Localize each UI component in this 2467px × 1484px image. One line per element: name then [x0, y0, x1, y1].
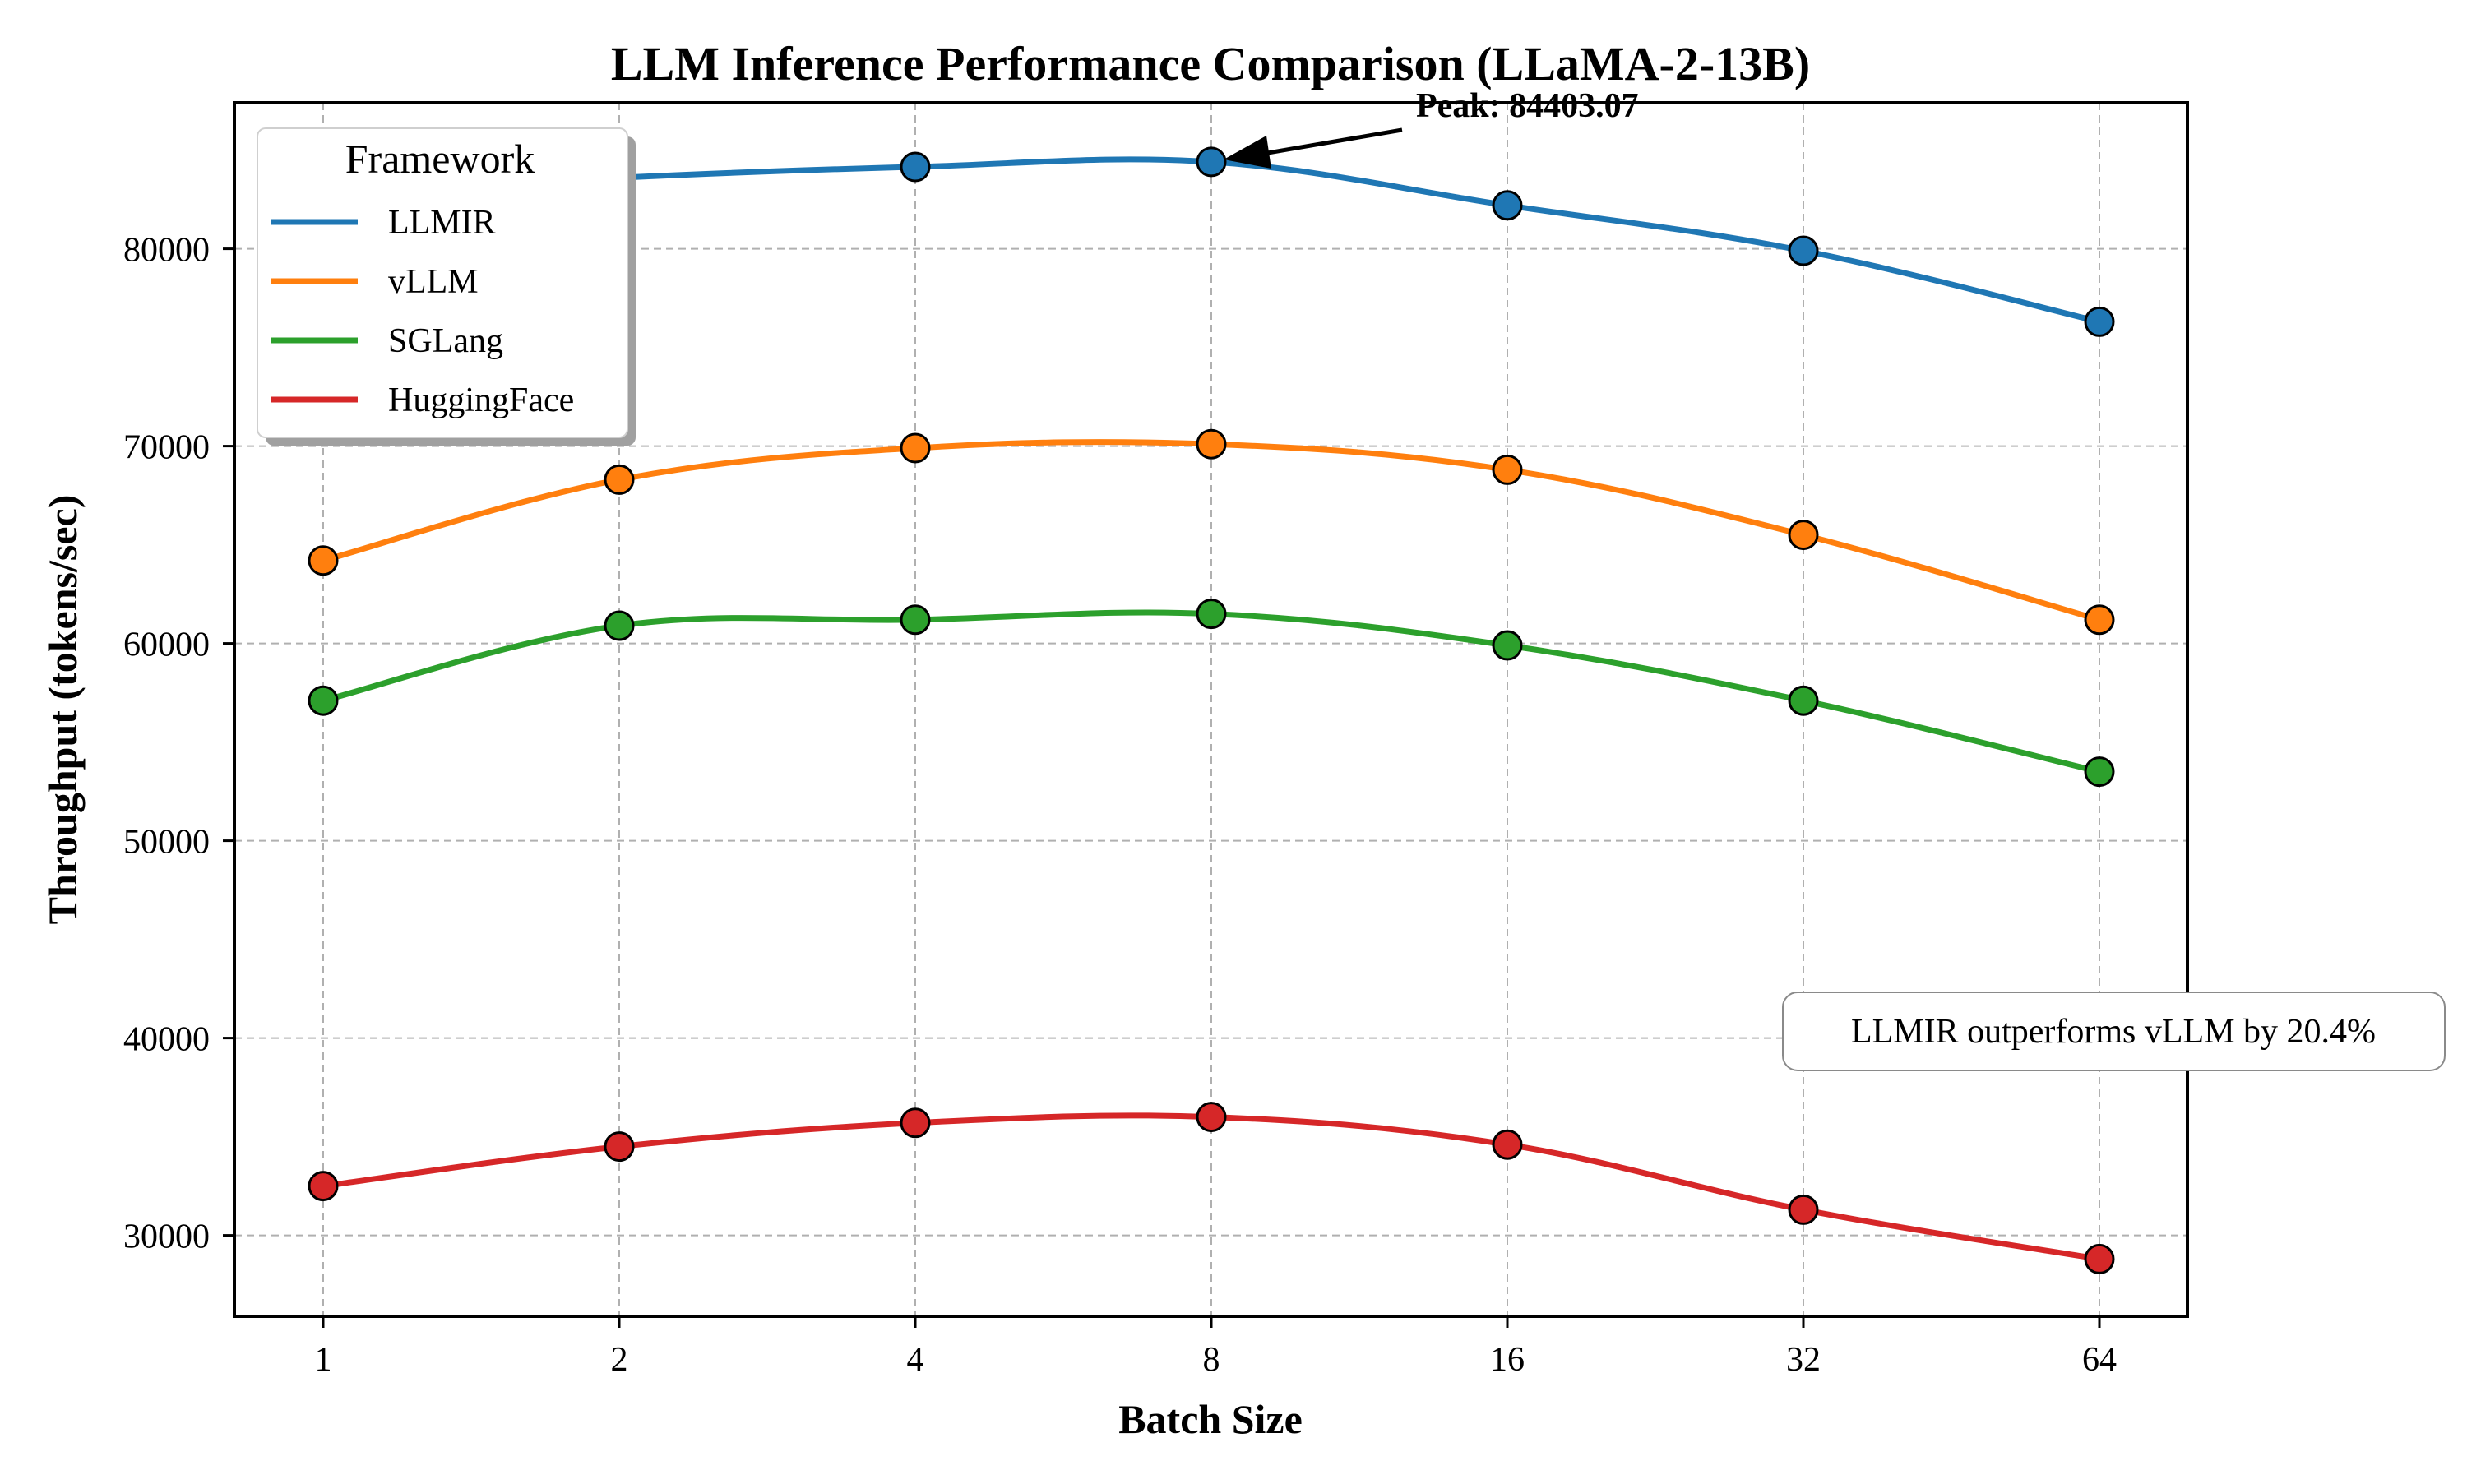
data-point-llmir	[900, 151, 931, 183]
x-tick-label: 2	[611, 1341, 628, 1379]
x-tick-label: 1	[315, 1341, 332, 1379]
y-tick-label: 60000	[123, 626, 210, 664]
legend-label-huggingface: HuggingFace	[388, 381, 574, 419]
annotation-arrow-shaft	[1257, 127, 1403, 157]
data-point-huggingface	[1788, 1194, 1819, 1225]
annotation-arrow-head	[1224, 136, 1271, 169]
data-point-llmir	[1788, 235, 1819, 266]
legend-title: Framework	[345, 136, 535, 182]
data-point-vllm	[900, 432, 931, 464]
series-layer	[308, 146, 2115, 1274]
annotation-text: Peak: 84403.07	[1416, 87, 1639, 125]
x-tick-label: 16	[1490, 1341, 1525, 1379]
data-point-llmir	[1492, 190, 1523, 221]
legend: Framework LLMIR vLLM SGLang HuggingFace	[257, 127, 636, 446]
data-point-sglang	[308, 685, 339, 716]
data-point-sglang	[1492, 630, 1523, 661]
comparison-note: LLMIR outperforms vLLM by 20.4%	[1782, 992, 2446, 1071]
peak-annotation: Peak: 84403.07	[1224, 87, 1639, 169]
note-text: LLMIR outperforms vLLM by 20.4%	[1851, 1013, 2376, 1051]
data-point-sglang	[1196, 599, 1227, 630]
data-point-sglang	[604, 610, 635, 641]
x-tick-label: 8	[1203, 1341, 1220, 1379]
data-point-sglang	[1788, 685, 1819, 716]
legend-box	[257, 127, 628, 438]
data-point-vllm	[1788, 520, 1819, 551]
x-axis-label: Batch Size	[1118, 1396, 1303, 1442]
data-point-vllm	[1492, 454, 1523, 485]
y-tick-label: 80000	[123, 232, 210, 270]
y-tick-label: 30000	[123, 1218, 210, 1256]
note-box	[1782, 992, 2446, 1071]
data-point-sglang	[2084, 756, 2115, 788]
legend-label-sglang: SGLang	[388, 322, 503, 360]
data-point-vllm	[2084, 604, 2115, 636]
data-point-vllm	[1196, 428, 1227, 460]
legend-label-llmir: LLMIR	[388, 204, 496, 242]
data-point-llmir	[1196, 146, 1227, 178]
legend-label-vllm: vLLM	[388, 263, 479, 301]
chart-title: LLM Inference Performance Comparison (LL…	[611, 37, 1810, 90]
data-point-huggingface	[1492, 1129, 1523, 1160]
data-point-llmir	[2084, 306, 2115, 337]
x-tick-label: 32	[1786, 1341, 1821, 1379]
y-tick-label: 50000	[123, 824, 210, 862]
data-point-sglang	[900, 604, 931, 636]
ticks: 1 2 4 8 16 32 64 30000 40000 50000 60000 70000 80000	[123, 232, 2117, 1379]
data-point-huggingface	[1196, 1102, 1227, 1133]
y-tick-label: 70000	[123, 429, 210, 467]
data-point-vllm	[308, 545, 339, 576]
data-point-vllm	[604, 464, 635, 495]
data-point-huggingface	[900, 1107, 931, 1139]
legend-items: LLMIR vLLM SGLang HuggingFace	[271, 204, 574, 419]
data-point-huggingface	[2084, 1243, 2115, 1274]
y-axis-label: Throughput (tokens/sec)	[39, 495, 86, 925]
x-tick-label: 4	[907, 1341, 924, 1379]
data-point-huggingface	[604, 1131, 635, 1163]
data-point-huggingface	[308, 1171, 339, 1202]
x-tick-label: 64	[2082, 1341, 2117, 1379]
y-tick-label: 40000	[123, 1021, 210, 1059]
